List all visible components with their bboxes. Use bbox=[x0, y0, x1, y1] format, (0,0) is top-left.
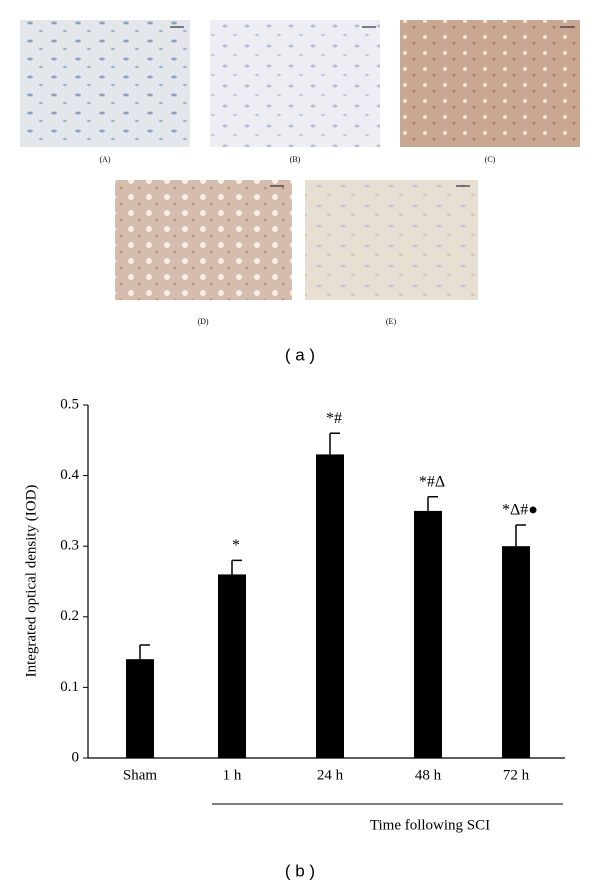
panel-label: (A) bbox=[99, 155, 110, 164]
y-tick-label: 0.4 bbox=[60, 467, 79, 483]
error-bar bbox=[427, 496, 438, 511]
bar bbox=[218, 574, 246, 758]
y-tick-label: 0.3 bbox=[60, 538, 79, 554]
x-tick-label: 24 h bbox=[317, 767, 344, 783]
x-axis-label: Time following SCI bbox=[370, 817, 490, 833]
error-bar bbox=[329, 432, 340, 455]
x-tick-label: Sham bbox=[123, 767, 158, 783]
significance-mark: *#Δ bbox=[419, 473, 445, 490]
micrograph bbox=[210, 20, 380, 147]
scale-bars bbox=[170, 26, 574, 187]
panel-label: (D) bbox=[197, 317, 208, 326]
x-tick-label: 72 h bbox=[503, 767, 530, 783]
significance-mark: *Δ#● bbox=[502, 502, 538, 519]
figure-label: ( b ) bbox=[285, 861, 315, 880]
panel-label: (C) bbox=[485, 155, 496, 164]
x-tick-label: 1 h bbox=[223, 767, 242, 783]
error-bar bbox=[515, 524, 526, 547]
y-tick-label: 0.5 bbox=[60, 396, 79, 412]
y-tick-label: 0.1 bbox=[60, 679, 79, 695]
error-bar bbox=[139, 644, 150, 660]
micrograph bbox=[400, 20, 580, 147]
y-tick-label: 0.2 bbox=[60, 608, 79, 624]
panel-label: (B) bbox=[290, 155, 301, 164]
bar bbox=[414, 510, 442, 758]
significance-mark: * bbox=[232, 537, 240, 554]
error-bar bbox=[231, 559, 242, 575]
bar bbox=[316, 454, 344, 758]
micrograph bbox=[115, 180, 292, 300]
x-tick-label: 48 h bbox=[415, 767, 442, 783]
micrograph bbox=[305, 180, 478, 300]
bar bbox=[126, 659, 154, 758]
micrograph bbox=[20, 20, 190, 147]
figure-label: ( a ) bbox=[285, 345, 315, 364]
y-axis-label: Integrated optical density (IOD) bbox=[23, 485, 39, 678]
panel-label: (E) bbox=[386, 317, 397, 326]
y-tick-label: 0 bbox=[72, 749, 80, 765]
significance-mark: *# bbox=[326, 410, 342, 427]
bar bbox=[502, 546, 530, 758]
